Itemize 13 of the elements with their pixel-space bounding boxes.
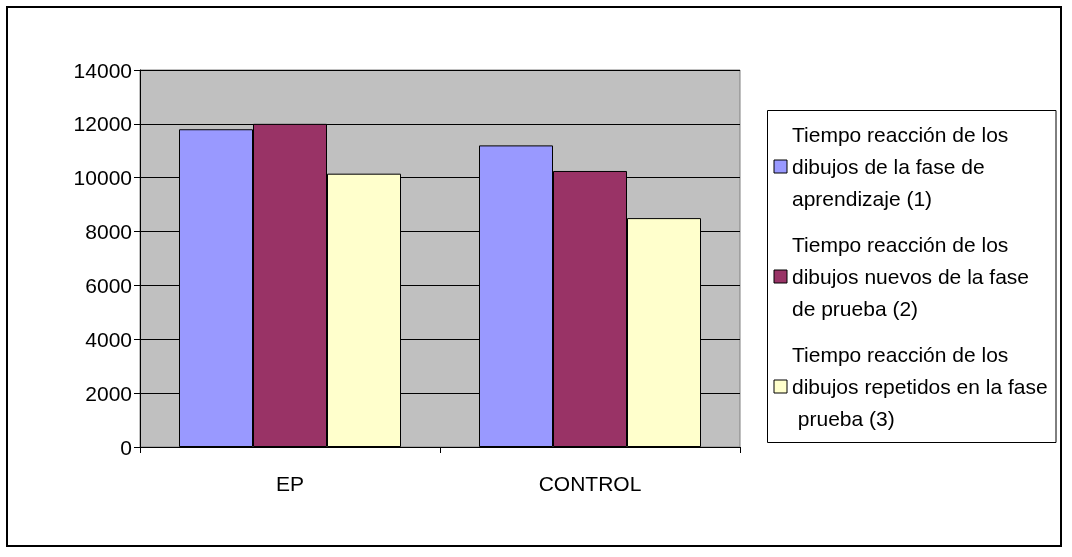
y-tick-label: 0 xyxy=(120,435,132,459)
y-tick-label: 6000 xyxy=(85,273,132,297)
legend-label: Tiempo reacción de los dibujos nuevos de la fase de prueba (2) xyxy=(792,233,1035,320)
y-tick-label: 12000 xyxy=(73,112,132,136)
x-tick-label: EP xyxy=(275,472,305,495)
legend-label: Tiempo reacción de los dibujos de la fase de aprendizaje (1) xyxy=(792,123,1015,210)
y-tick-label: 14000 xyxy=(73,58,132,82)
y-tick-label: 2000 xyxy=(85,381,132,405)
legend-label: Tiempo reacción de los dibujos repetidos en la fase prueba (3) xyxy=(792,343,1048,430)
x-tick-label: CONTROL xyxy=(538,472,642,495)
y-tick-label: 10000 xyxy=(73,166,132,190)
y-tick-label: 4000 xyxy=(85,327,132,351)
y-tick-label: 8000 xyxy=(85,220,132,244)
